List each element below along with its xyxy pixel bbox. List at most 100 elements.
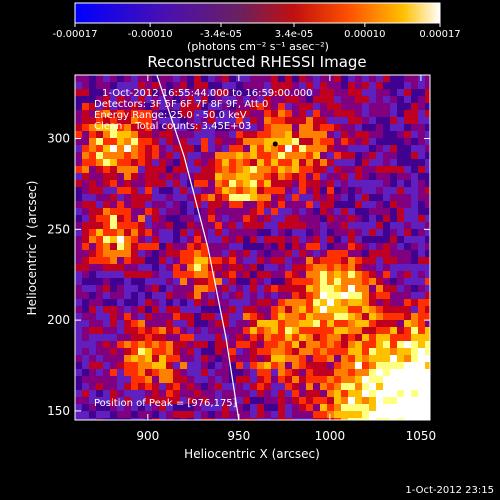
heatmap-cell: [278, 397, 286, 405]
heatmap-cell: [271, 159, 279, 167]
heatmap-cell: [411, 299, 419, 307]
heatmap-cell: [243, 131, 251, 139]
heatmap-cell: [264, 201, 272, 209]
heatmap-cell: [243, 306, 251, 314]
heatmap-cell: [418, 82, 426, 90]
heatmap-cell: [341, 418, 349, 420]
heatmap-cell: [208, 271, 216, 279]
heatmap-cell: [222, 131, 230, 139]
heatmap-cell: [75, 180, 83, 188]
heatmap-cell: [250, 271, 258, 279]
heatmap-cell: [159, 320, 167, 328]
heatmap-cell: [411, 138, 419, 146]
heatmap-cell: [236, 131, 244, 139]
heatmap-cell: [110, 145, 118, 153]
heatmap-cell: [411, 201, 419, 209]
heatmap-cell: [334, 341, 342, 349]
heatmap-cell: [425, 320, 430, 328]
heatmap-cell: [397, 369, 405, 377]
heatmap-cell: [264, 292, 272, 300]
heatmap-cell: [397, 411, 405, 419]
heatmap-cell: [397, 264, 405, 272]
heatmap-cell: [271, 89, 279, 97]
heatmap-cell: [257, 236, 265, 244]
heatmap-cell: [278, 264, 286, 272]
heatmap-cell: [404, 103, 412, 111]
heatmap-cell: [82, 271, 90, 279]
heatmap-cell: [369, 159, 377, 167]
heatmap-cell: [355, 313, 363, 321]
heatmap-cell: [320, 173, 328, 181]
heatmap-cell: [89, 131, 97, 139]
heatmap-cell: [369, 299, 377, 307]
heatmap-cell: [138, 131, 146, 139]
heatmap-cell: [418, 159, 426, 167]
heatmap-cell: [117, 271, 125, 279]
heatmap-cell: [194, 369, 202, 377]
heatmap-cell: [257, 166, 265, 174]
heatmap-cell: [131, 152, 139, 160]
heatmap-cell: [138, 194, 146, 202]
heatmap-cell: [250, 341, 258, 349]
heatmap-cell: [299, 75, 307, 83]
heatmap-cell: [117, 418, 125, 420]
heatmap-cell: [131, 75, 139, 83]
heatmap-cell: [75, 299, 83, 307]
heatmap-cell: [194, 152, 202, 160]
heatmap-cell: [362, 215, 370, 223]
heatmap-cell: [138, 166, 146, 174]
heatmap-cell: [306, 355, 314, 363]
heatmap-cell: [96, 320, 104, 328]
heatmap-cell: [201, 418, 209, 420]
heatmap-cell: [194, 236, 202, 244]
y-tick-label: 150: [47, 404, 70, 418]
heatmap-cell: [166, 215, 174, 223]
heatmap-cell: [145, 194, 153, 202]
heatmap-cell: [82, 390, 90, 398]
heatmap-cell: [138, 355, 146, 363]
heatmap-cell: [229, 355, 237, 363]
heatmap-cell: [285, 264, 293, 272]
heatmap-cell: [117, 201, 125, 209]
heatmap-cell: [418, 110, 426, 118]
heatmap-cell: [257, 376, 265, 384]
heatmap-cell: [376, 411, 384, 419]
heatmap-cell: [173, 96, 181, 104]
heatmap-cell: [159, 341, 167, 349]
heatmap-cell: [362, 327, 370, 335]
heatmap-cell: [201, 306, 209, 314]
heatmap-cell: [117, 131, 125, 139]
heatmap-cell: [75, 152, 83, 160]
heatmap-cell: [257, 271, 265, 279]
heatmap-cell: [159, 383, 167, 391]
heatmap-cell: [152, 187, 160, 195]
heatmap-cell: [369, 201, 377, 209]
heatmap-cell: [110, 180, 118, 188]
heatmap-cell: [348, 397, 356, 405]
heatmap-cell: [355, 355, 363, 363]
heatmap-cell: [194, 222, 202, 230]
heatmap-cell: [313, 152, 321, 160]
heatmap-cell: [362, 131, 370, 139]
heatmap-cell: [159, 229, 167, 237]
heatmap-cell: [229, 208, 237, 216]
heatmap-cell: [404, 229, 412, 237]
heatmap-cell: [257, 390, 265, 398]
heatmap-cell: [236, 243, 244, 251]
heatmap-cell: [208, 166, 216, 174]
heatmap-cell: [411, 187, 419, 195]
heatmap-cell: [404, 376, 412, 384]
heatmap-cell: [348, 89, 356, 97]
heatmap-cell: [194, 145, 202, 153]
heatmap-cell: [124, 257, 132, 265]
heatmap-cell: [292, 103, 300, 111]
heatmap-cell: [215, 327, 223, 335]
heatmap-cell: [180, 222, 188, 230]
heatmap-cell: [292, 313, 300, 321]
heatmap-cell: [383, 306, 391, 314]
heatmap-cell: [348, 166, 356, 174]
heatmap-cell: [264, 320, 272, 328]
heatmap-cell: [404, 208, 412, 216]
heatmap-cell: [397, 222, 405, 230]
